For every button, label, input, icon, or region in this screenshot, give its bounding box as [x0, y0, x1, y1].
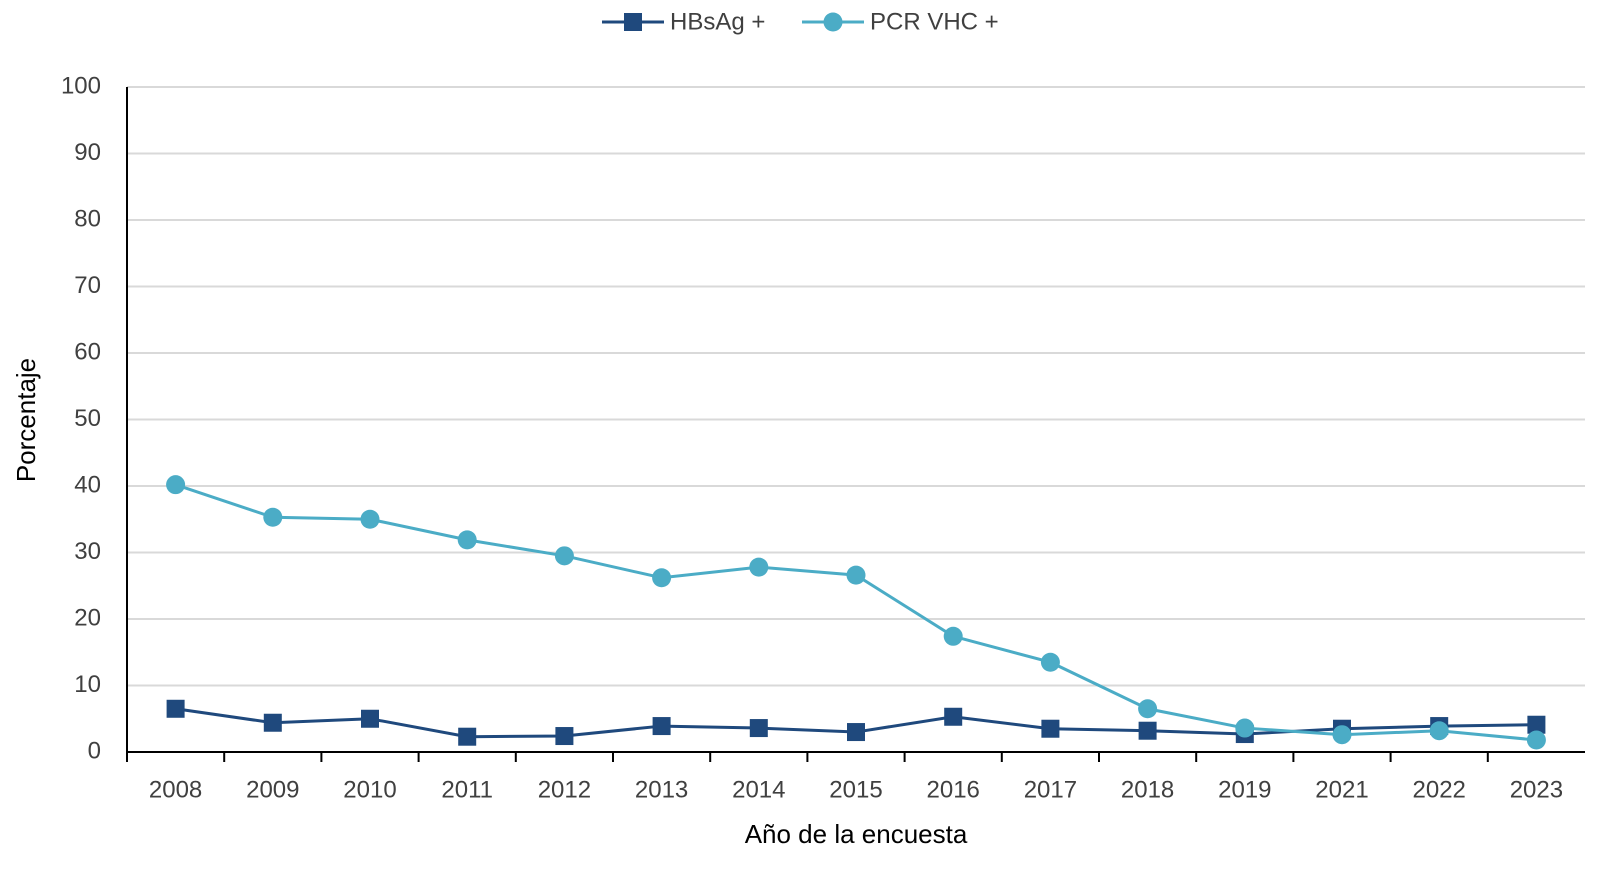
x-tick-label: 2022: [1413, 776, 1466, 803]
y-tick-label: 100: [61, 72, 101, 99]
marker: [1041, 719, 1060, 738]
y-tick-label: 30: [74, 538, 101, 565]
marker: [1138, 721, 1157, 740]
marker: [749, 557, 769, 577]
x-tick-label: 2018: [1121, 776, 1174, 803]
marker: [166, 475, 186, 495]
y-tick-label: 90: [74, 139, 101, 166]
series-line: [175, 483, 1537, 742]
x-tick-label: 2015: [829, 776, 882, 803]
marker: [263, 507, 283, 527]
marker: [1235, 718, 1255, 738]
y-tick-label: 0: [88, 737, 101, 764]
marker: [263, 713, 282, 732]
y-tick-label: 20: [74, 604, 101, 631]
y-tick-label: 60: [74, 338, 101, 365]
legend-label: PCR VHC +: [870, 8, 999, 35]
legend-label: HBsAg +: [670, 8, 765, 35]
marker: [944, 707, 963, 726]
marker: [1527, 715, 1546, 734]
marker: [1332, 725, 1352, 745]
y-tick-label: 70: [74, 272, 101, 299]
x-tick-label: 2019: [1218, 776, 1271, 803]
marker: [846, 565, 866, 585]
x-tick-label: 2010: [343, 776, 396, 803]
x-tick-label: 2008: [149, 776, 202, 803]
legend-marker: [624, 13, 642, 31]
marker: [652, 717, 671, 736]
marker: [1138, 699, 1158, 719]
x-tick-label: 2011: [441, 776, 493, 803]
x-tick-label: 2023: [1510, 776, 1563, 803]
x-tick-label: 2014: [732, 776, 785, 803]
marker: [554, 546, 574, 566]
marker: [749, 719, 768, 738]
x-tick-label: 2009: [246, 776, 299, 803]
x-tick-label: 2017: [1024, 776, 1077, 803]
marker: [458, 727, 477, 746]
y-tick-label: 10: [74, 671, 101, 698]
x-axis-title: Año de la encuesta: [745, 819, 968, 849]
marker: [1429, 721, 1449, 741]
x-tick-label: 2012: [538, 776, 591, 803]
marker: [166, 699, 185, 718]
y-tick-label: 40: [74, 471, 101, 498]
marker: [1526, 730, 1546, 750]
marker: [360, 509, 380, 529]
marker: [1040, 652, 1060, 672]
x-tick-label: 2021: [1315, 776, 1368, 803]
marker: [361, 709, 379, 728]
y-tick-label: 50: [74, 405, 101, 432]
x-tick-label: 2016: [927, 776, 980, 803]
marker: [457, 530, 477, 550]
y-tick-label: 80: [74, 205, 101, 232]
marker: [943, 626, 963, 646]
marker: [652, 568, 672, 588]
y-axis-title: Porcentaje: [11, 358, 41, 482]
x-tick-label: 2013: [635, 776, 688, 803]
marker: [847, 723, 865, 742]
marker: [555, 727, 574, 746]
legend-marker: [823, 12, 843, 32]
